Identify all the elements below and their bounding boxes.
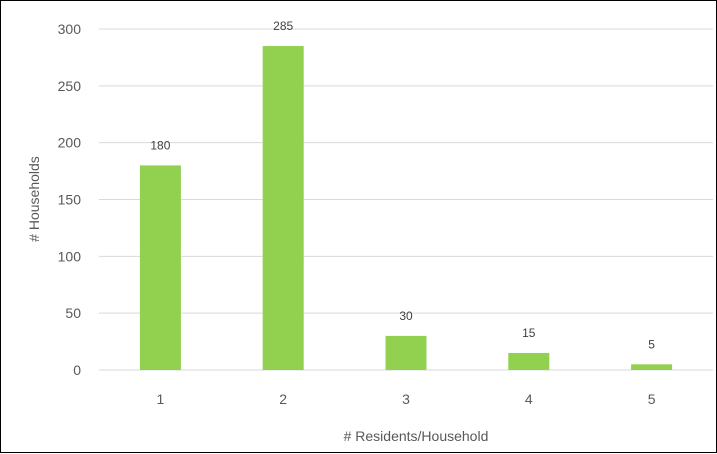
data-label: 15 — [522, 326, 536, 340]
y-tick-label: 100 — [58, 248, 82, 264]
y-tick-label: 150 — [58, 192, 82, 208]
data-labels: 180 285 30 15 5 — [150, 19, 655, 351]
data-label: 285 — [273, 19, 293, 33]
y-axis-title: # Households — [26, 156, 42, 242]
bar — [262, 46, 304, 371]
y-axis-tick-labels: 0 50 100 150 200 250 300 — [58, 21, 82, 378]
bars — [139, 46, 673, 371]
data-label: 180 — [150, 138, 170, 152]
y-tick-label: 300 — [58, 21, 82, 37]
gridlines — [99, 28, 713, 371]
data-label: 5 — [648, 337, 655, 351]
bar — [508, 352, 550, 370]
x-tick-label: 5 — [648, 391, 656, 407]
data-label: 30 — [399, 309, 413, 323]
x-axis-tick-labels: 1 2 3 4 5 — [157, 391, 656, 407]
bar — [631, 364, 673, 370]
x-tick-label: 3 — [402, 391, 410, 407]
y-tick-label: 200 — [58, 135, 82, 151]
x-axis-title: # Residents/Household — [344, 428, 489, 444]
x-tick-label: 1 — [157, 391, 165, 407]
bar — [385, 335, 427, 370]
x-tick-label: 2 — [279, 391, 287, 407]
bar — [139, 165, 181, 370]
x-tick-label: 4 — [525, 391, 533, 407]
y-tick-label: 250 — [58, 78, 82, 94]
y-tick-label: 50 — [65, 305, 81, 321]
y-tick-label: 0 — [73, 362, 81, 378]
